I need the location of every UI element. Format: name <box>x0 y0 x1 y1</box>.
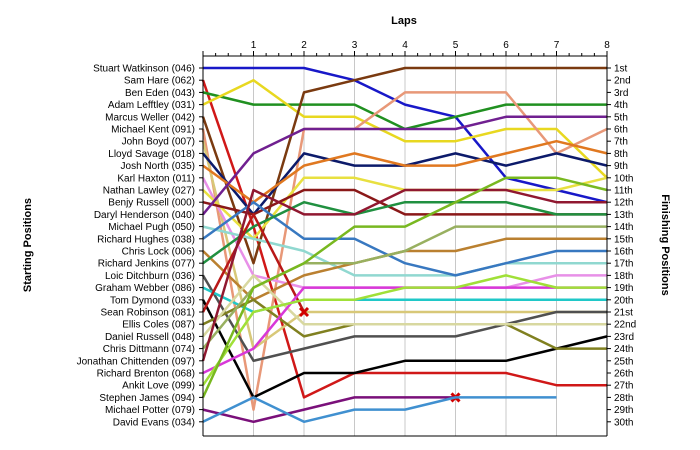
finishing-position-label: 17th <box>614 259 633 270</box>
series-line <box>202 78 608 179</box>
starting-position-label: Jonathan Chittenden (097) <box>77 356 195 367</box>
starting-position-label: Marcus Weller (042) <box>105 112 195 123</box>
finishing-position-label: 28th <box>614 393 633 404</box>
finishing-position-label: 30th <box>614 417 633 428</box>
right-axis-title: Finishing Positions <box>659 194 671 295</box>
starting-position-label: Daryl Henderson (040) <box>94 210 195 221</box>
series-line <box>202 139 608 204</box>
series-line <box>202 200 607 265</box>
x-tick-label: 5 <box>453 40 459 51</box>
x-tick-label: 7 <box>554 40 560 51</box>
finishing-position-label: 1st <box>614 64 628 75</box>
finishing-position-label: 7th <box>614 137 628 148</box>
series-lines <box>201 66 608 424</box>
x-tick-label: 6 <box>503 40 509 51</box>
series-line <box>202 274 607 338</box>
series-line <box>201 299 608 399</box>
starting-position-label: Loic Ditchburn (036) <box>105 271 195 282</box>
starting-position-label: John Boyd (007) <box>122 137 195 148</box>
x-tick-label: 3 <box>352 40 358 51</box>
finishing-position-label: 29th <box>614 405 633 416</box>
series-line <box>202 115 607 216</box>
starting-position-label: Richard Brenton (068) <box>97 369 195 380</box>
finishing-position-label: 5th <box>614 112 628 123</box>
finishing-position-label: 8th <box>614 149 628 160</box>
series-line <box>202 188 607 216</box>
finishing-position-label: 2nd <box>614 76 631 87</box>
finishing-position-label: 19th <box>614 283 633 294</box>
x-tick-label: 1 <box>251 40 257 51</box>
finishing-position-label: 20th <box>614 295 633 306</box>
finishing-position-label: 23rd <box>614 332 634 343</box>
finishing-position-label: 6th <box>614 125 628 136</box>
plot-axes <box>199 51 611 437</box>
retired-x-stroke <box>298 306 310 318</box>
finishing-position-label: 24th <box>614 344 633 355</box>
x-tick-label: 8 <box>604 40 610 51</box>
finishing-position-label: 26th <box>614 369 633 380</box>
finishing-position-label: 25th <box>614 356 633 367</box>
series-line <box>201 188 607 362</box>
series-line <box>201 213 306 313</box>
starting-position-label: Ben Eden (043) <box>125 88 195 99</box>
finishing-position-label: 22nd <box>614 320 636 331</box>
starting-position-label: Richard Hughes (038) <box>97 234 195 245</box>
x-axis-title: Laps <box>391 15 417 27</box>
starting-position-label: Michael Pugh (050) <box>108 222 195 233</box>
series-line <box>202 225 607 277</box>
finishing-position-label: 15th <box>614 234 633 245</box>
finishing-position-label: 18th <box>614 271 633 282</box>
starting-position-label: Ankit Love (099) <box>122 381 195 392</box>
starting-position-label: Richard Jenkins (077) <box>98 259 195 270</box>
series-line <box>202 396 557 424</box>
series-line <box>201 140 607 350</box>
starting-position-label: Graham Webber (086) <box>95 283 195 294</box>
plot-grid <box>253 56 608 436</box>
retired-x-icon <box>298 306 310 318</box>
finishing-position-label: 11th <box>614 186 633 197</box>
starting-position-label: Nathan Lawley (027) <box>103 186 195 197</box>
finishing-position-label: 10th <box>614 173 633 184</box>
starting-position-label: Lloyd Savage (018) <box>108 149 195 160</box>
starting-position-label: Karl Haxton (011) <box>117 173 195 184</box>
series-line <box>202 200 607 277</box>
starting-position-label: Michael Kent (091) <box>111 125 195 136</box>
series-line <box>202 396 456 424</box>
starting-position-label: Daniel Russell (048) <box>105 332 195 343</box>
finishing-position-label: 27th <box>614 381 633 392</box>
series-line <box>203 66 608 204</box>
x-tick-label: 2 <box>301 40 307 51</box>
starting-position-label: Adam Lefftley (031) <box>108 100 195 111</box>
finishing-position-label: 14th <box>614 222 633 233</box>
finishing-position-label: 21st <box>614 308 633 319</box>
starting-position-label: Sean Robinson (081) <box>100 308 195 319</box>
series-line <box>201 91 608 411</box>
starting-position-label: Chris Lock (006) <box>122 247 195 258</box>
series-line <box>201 274 607 363</box>
finishing-position-label: 12th <box>614 198 633 209</box>
starting-position-label: Josh North (035) <box>121 161 195 172</box>
series-line <box>201 274 607 386</box>
starting-position-label: Tom Dymond (033) <box>110 295 195 306</box>
starting-position-label: Stuart Watkinson (046) <box>93 64 195 75</box>
finishing-position-label: 3rd <box>614 88 628 99</box>
finishing-position-label: 16th <box>614 247 633 258</box>
left-axis-title: Starting Positions <box>22 198 34 292</box>
starting-position-label: Chris Dittmann (074) <box>103 344 195 355</box>
finishing-position-label: 13th <box>614 210 633 221</box>
x-tick-label: 4 <box>402 40 408 51</box>
starting-position-label: Michael Potter (079) <box>105 405 195 416</box>
starting-position-label: Stephen James (094) <box>99 393 195 404</box>
finishing-position-label: 9th <box>614 161 628 172</box>
starting-position-label: Ellis Coles (087) <box>122 320 195 331</box>
series-line <box>201 79 607 399</box>
series-line <box>201 176 608 398</box>
axis-labels: 1 2 3 4 5 6 7 8 Stuart Watkinson (046)Sam Hare (… <box>77 40 637 428</box>
starting-position-label: Sam Hare (062) <box>124 76 195 87</box>
starting-position-label: David Evans (034) <box>113 417 195 428</box>
starting-position-label: Benjy Russell (000) <box>108 198 195 209</box>
finishing-position-label: 4th <box>614 100 628 111</box>
